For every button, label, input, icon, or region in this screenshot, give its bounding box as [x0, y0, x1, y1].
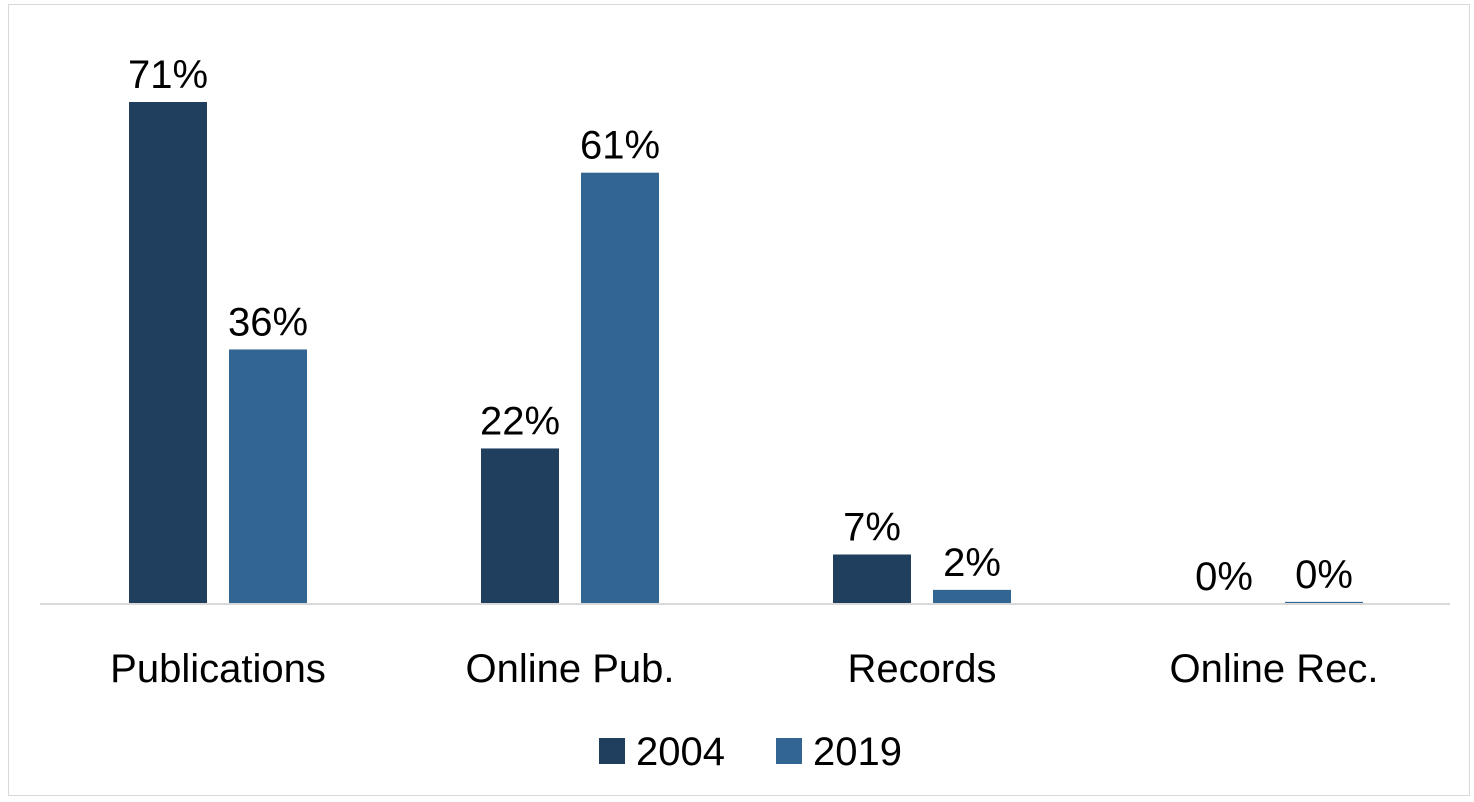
data-label-records-2004: 7%: [843, 506, 901, 550]
bar-records-2019: [933, 589, 1011, 604]
category-labels-group: Publications Online Pub. Records Online Rec…: [110, 647, 1378, 691]
data-label-publications-2004: 71%: [128, 53, 208, 97]
data-label-online-pub-2019: 61%: [580, 124, 660, 168]
legend-swatch-2004: [599, 738, 625, 764]
legend-swatch-2019: [776, 738, 802, 764]
bars-group: [129, 102, 1363, 604]
legend: 2004 2019: [599, 730, 902, 774]
legend-label-2019: 2019: [813, 730, 902, 774]
data-label-publications-2019: 36%: [228, 300, 308, 344]
data-labels-group: 71% 36% 22% 61% 7% 2% 0% 0%: [128, 53, 1353, 599]
bar-publications-2019: [229, 349, 307, 604]
bar-online-pub-2004: [481, 448, 559, 604]
data-label-online-rec-2004: 0%: [1195, 555, 1253, 599]
category-label-online-rec: Online Rec.: [1170, 647, 1379, 691]
bar-online-rec-2019: [1285, 601, 1363, 604]
category-label-records: Records: [848, 647, 997, 691]
data-label-online-rec-2019: 0%: [1295, 553, 1353, 597]
category-label-online-pub: Online Pub.: [465, 647, 674, 691]
legend-label-2004: 2004: [636, 730, 725, 774]
bar-records-2004: [833, 554, 911, 604]
data-label-online-pub-2004: 22%: [480, 399, 560, 443]
data-label-records-2019: 2%: [943, 541, 1001, 585]
category-label-publications: Publications: [110, 647, 326, 691]
bar-publications-2004: [129, 102, 207, 604]
bar-online-pub-2019: [581, 172, 659, 604]
